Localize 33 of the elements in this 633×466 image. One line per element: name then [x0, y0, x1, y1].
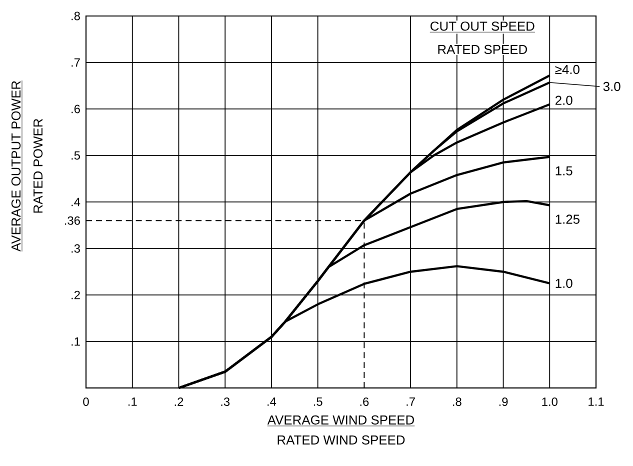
x-tick-label: .5 [314, 398, 322, 406]
series-label: 1.25 [556, 214, 580, 224]
x-tick-label: .2 [174, 398, 184, 406]
text: RATED POWER [33, 118, 43, 213]
x-tick-label: .1 [128, 398, 137, 406]
x-tick-label: .4 [268, 398, 276, 406]
text: RATED WIND SPEED [278, 435, 405, 445]
y-axis-title: AVERAGE OUTPUT POWER [11, 81, 21, 252]
annotation: RATED SPEED [438, 44, 528, 54]
series-label: 1.5 [556, 166, 572, 176]
y-tick-label: .7 [72, 58, 80, 67]
x-axis-title: AVERAGE WIND SPEED [267, 415, 414, 425]
y-tick-label: .3 [72, 244, 80, 253]
series-label: 1.0 [556, 278, 572, 288]
y-tick-label: .6 [72, 104, 80, 114]
x-tick-label: .9 [499, 398, 508, 406]
legend-label: 3.0 [603, 82, 620, 92]
y-tick-label: .2 [72, 290, 80, 300]
x-tick-label: .6 [360, 398, 369, 406]
y-tick-label: .5 [72, 151, 80, 160]
x-tick-label: .7 [406, 398, 415, 406]
x-tick-label: .8 [453, 398, 462, 406]
x-tick-label: 0 [83, 398, 89, 406]
x-tick-label: .3 [221, 398, 230, 406]
series-label: 2.0 [556, 96, 572, 105]
x-tick-label: 1.1 [588, 398, 604, 406]
x-tick-label: 1.0 [542, 398, 558, 406]
y-tick-label: .1 [72, 337, 80, 346]
y-tick-label: .8 [72, 12, 80, 20]
y-tick-label: .4 [72, 198, 80, 206]
legend-title: CUT OUT SPEED [430, 22, 534, 31]
series-label: ≥4.0 [555, 64, 580, 74]
y-tick-label: .36 [64, 216, 80, 225]
